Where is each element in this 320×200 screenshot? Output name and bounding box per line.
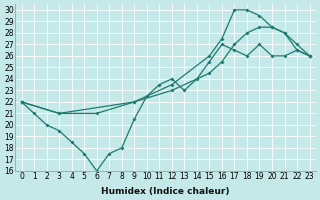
X-axis label: Humidex (Indice chaleur): Humidex (Indice chaleur) xyxy=(101,187,230,196)
